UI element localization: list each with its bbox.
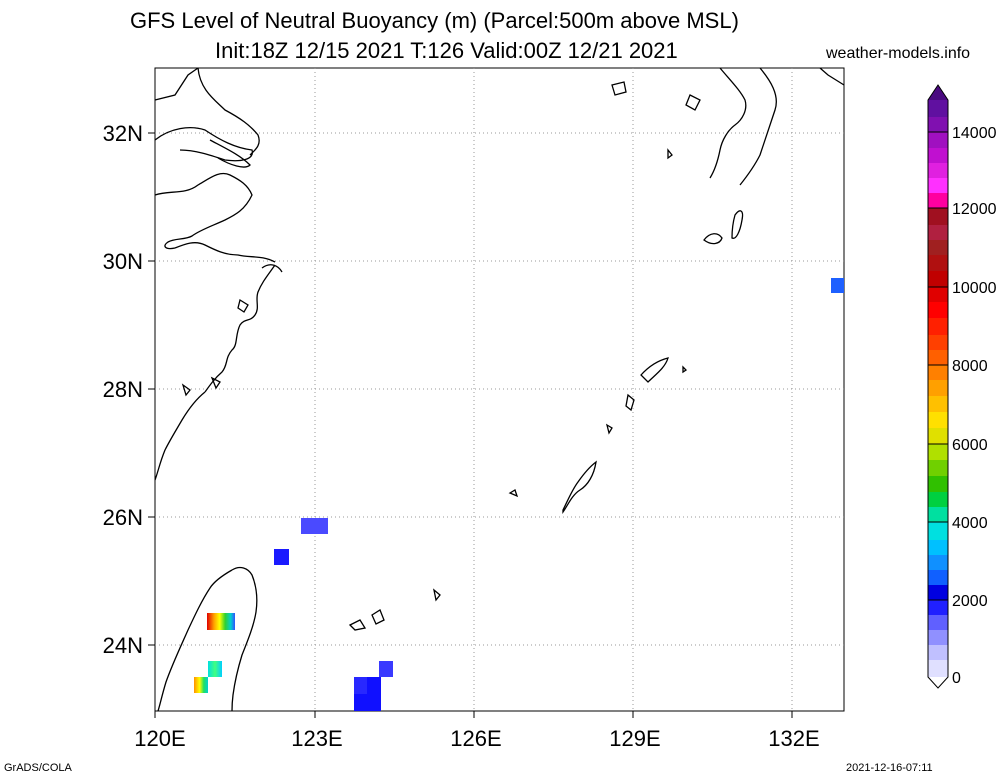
colorbar-label-0: 0 bbox=[952, 670, 961, 687]
colorbar-labels: 0 2000 4000 6000 8000 10000 12000 14000 bbox=[952, 125, 997, 687]
data-cell bbox=[208, 661, 222, 677]
lat-label-24n: 24N bbox=[103, 633, 143, 658]
colorbar-label-10000: 10000 bbox=[952, 280, 997, 297]
lon-label-126e: 126E bbox=[450, 726, 501, 751]
axis-ticks bbox=[148, 132, 793, 718]
lon-label-129e: 129E bbox=[609, 726, 660, 751]
longitude-labels: 120E 123E 126E 129E 132E bbox=[134, 726, 819, 751]
colorbar-segments bbox=[928, 85, 948, 688]
colorbar-label-14000: 14000 bbox=[952, 125, 997, 142]
data-cell bbox=[379, 661, 393, 677]
colorbar-outline bbox=[927, 84, 949, 689]
lat-label-30n: 30N bbox=[103, 249, 143, 274]
lon-label-123e: 123E bbox=[291, 726, 342, 751]
data-cells bbox=[194, 278, 844, 711]
chart-title-line1: GFS Level of Neutral Buoyancy (m) (Parce… bbox=[130, 8, 739, 33]
software-credit: GrADS/COLA bbox=[4, 762, 72, 774]
chart-title-line2: Init:18Z 12/15 2021 T:126 Valid:00Z 12/2… bbox=[215, 38, 678, 63]
colorbar-label-12000: 12000 bbox=[952, 201, 997, 218]
lat-label-32n: 32N bbox=[103, 121, 143, 146]
colorbar-label-2000: 2000 bbox=[952, 593, 988, 610]
lat-label-28n: 28N bbox=[103, 377, 143, 402]
colorbar-label-4000: 4000 bbox=[952, 515, 988, 532]
data-cell bbox=[301, 518, 328, 534]
data-cell bbox=[831, 278, 844, 293]
colorbar-label-6000: 6000 bbox=[952, 437, 988, 454]
generation-timestamp: 2021-12-16-07:11 bbox=[846, 762, 933, 774]
lon-label-132e: 132E bbox=[768, 726, 819, 751]
site-credit: weather-models.info bbox=[826, 45, 971, 62]
data-cell bbox=[207, 613, 235, 630]
data-cell bbox=[354, 677, 367, 694]
lat-label-26n: 26N bbox=[103, 505, 143, 530]
data-cell bbox=[194, 677, 208, 693]
colorbar-label-8000: 8000 bbox=[952, 358, 988, 375]
lon-label-120e: 120E bbox=[134, 726, 185, 751]
data-cell bbox=[274, 549, 289, 565]
colorbar: 0 2000 4000 6000 8000 10000 12000 14000 bbox=[927, 84, 997, 689]
latitude-labels: 32N 30N 28N 26N 24N bbox=[103, 121, 143, 658]
coastlines bbox=[154, 67, 845, 712]
gridlines bbox=[155, 68, 844, 711]
